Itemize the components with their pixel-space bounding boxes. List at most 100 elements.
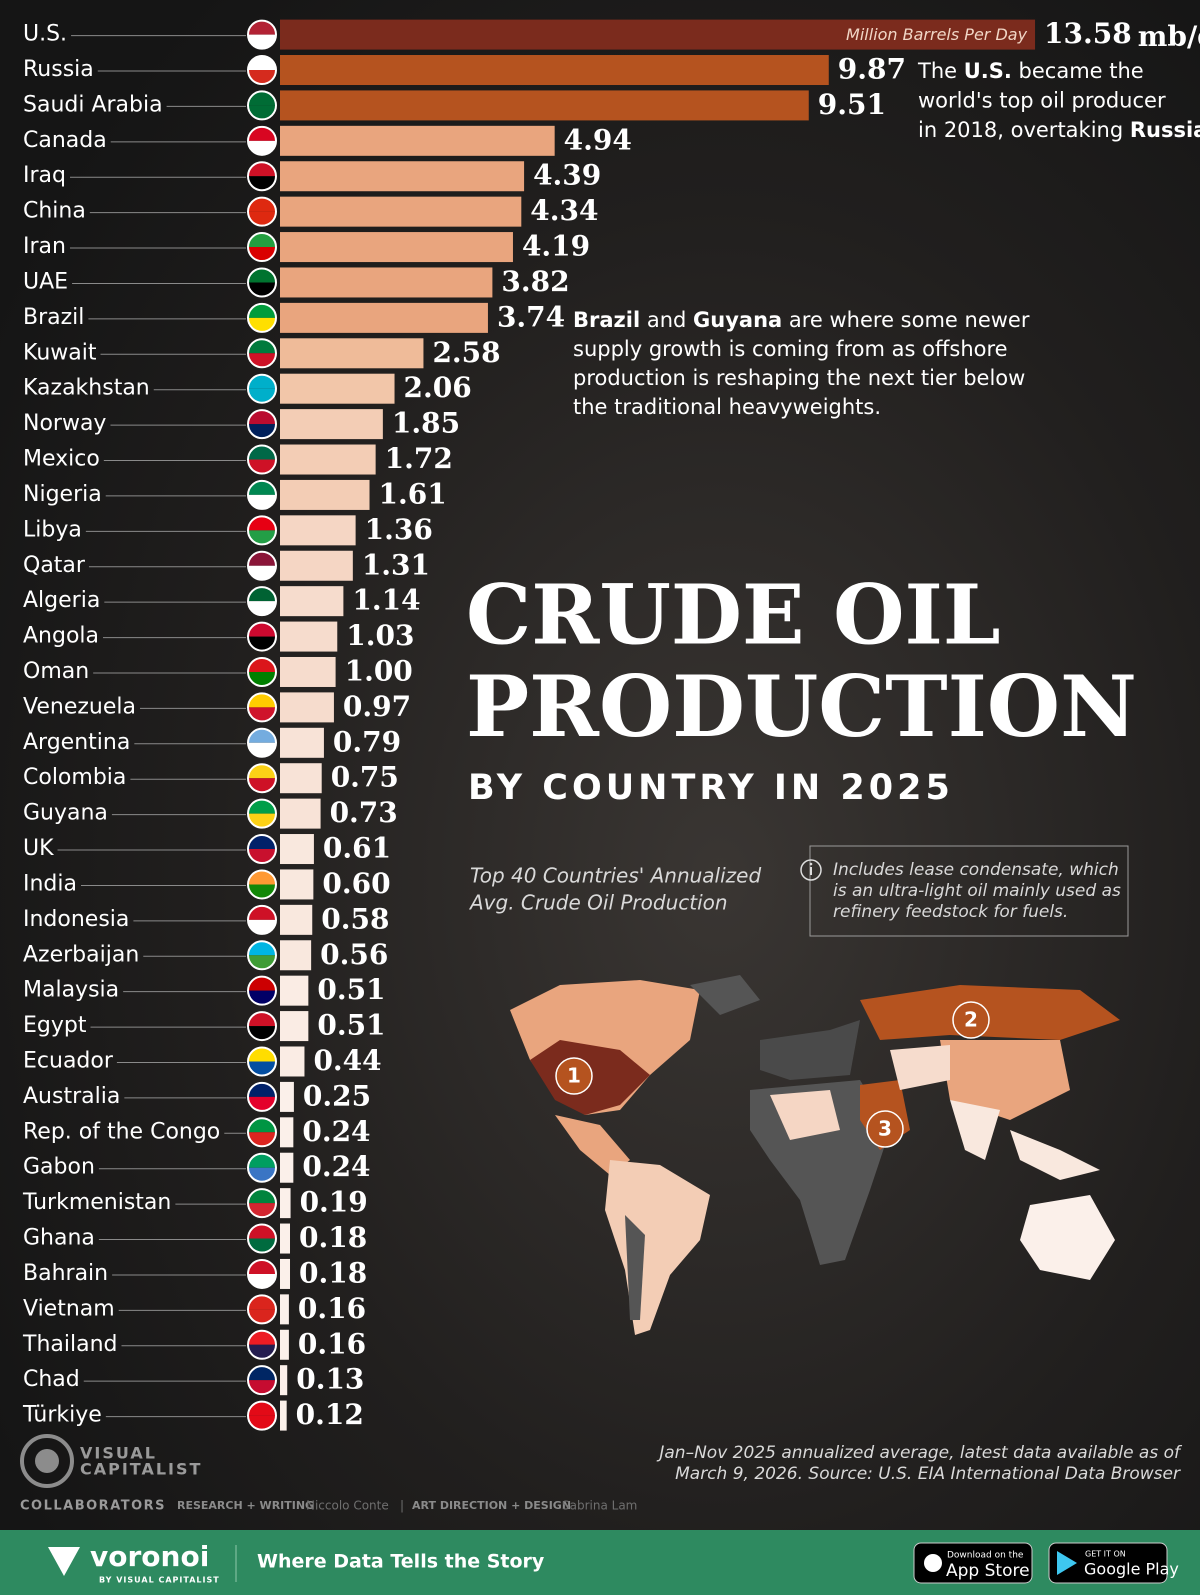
flag <box>248 1273 276 1288</box>
bar <box>280 1400 287 1431</box>
bar <box>280 1152 294 1183</box>
flag <box>248 813 276 828</box>
flag <box>248 268 276 283</box>
flag <box>248 728 276 743</box>
app-store-icon[interactable] <box>924 1554 942 1572</box>
bar <box>280 798 321 829</box>
flag <box>248 1224 276 1239</box>
value-label: 1.61 <box>379 477 447 510</box>
bar <box>280 656 336 687</box>
bar <box>280 515 356 546</box>
value-label: 1.00 <box>345 654 413 687</box>
flag <box>248 126 276 141</box>
bar <box>280 834 314 865</box>
value-label: 0.16 <box>298 1292 366 1325</box>
credit-name: Sabrina Lam <box>562 1499 637 1513</box>
flag <box>248 707 276 722</box>
category-label: Egypt <box>23 1013 87 1038</box>
flag <box>248 919 276 934</box>
category-label: Thailand <box>22 1332 117 1357</box>
flag-border <box>247 161 277 192</box>
bar <box>280 692 334 723</box>
value-label: 13.58 <box>1044 17 1132 50</box>
flag-border <box>247 904 277 935</box>
flag-border <box>247 975 277 1006</box>
value-label: 0.79 <box>333 725 401 758</box>
annotation-run: are where some newer <box>782 308 1030 332</box>
flag-border <box>247 1152 277 1183</box>
bar <box>280 550 353 581</box>
value-label: 0.25 <box>303 1079 371 1112</box>
flag-border <box>247 515 277 546</box>
badge-small[interactable]: Download on the <box>947 1551 1024 1561</box>
bar <box>280 1046 305 1077</box>
flag <box>248 247 276 262</box>
description: Avg. Crude Oil Production <box>468 891 728 915</box>
category-label: Nigeria <box>23 482 102 507</box>
flag-border <box>247 90 277 121</box>
value-label: 0.24 <box>302 1115 370 1148</box>
category-label: Qatar <box>23 553 86 578</box>
flag <box>248 353 276 368</box>
badge-large[interactable]: App Store <box>946 1561 1030 1581</box>
category-label: UAE <box>23 269 68 294</box>
google-play-icon[interactable] <box>1057 1551 1077 1575</box>
flag <box>248 693 276 708</box>
flag <box>248 20 276 35</box>
note: is an ultra-light oil mainly used as <box>833 881 1121 901</box>
badge-small[interactable]: GET IT ON <box>1085 1550 1126 1559</box>
category-label: Malaysia <box>23 978 119 1003</box>
bar <box>280 904 313 935</box>
category-label: Ghana <box>23 1226 95 1251</box>
map-region <box>860 985 1120 1040</box>
flag-border <box>247 19 277 50</box>
google-play-badge[interactable] <box>1048 1542 1168 1584</box>
flag <box>248 282 276 297</box>
value-label: 0.51 <box>317 973 385 1006</box>
app-store-badge[interactable] <box>913 1542 1033 1584</box>
category-label: Norway <box>23 411 106 436</box>
map-region <box>625 1215 645 1320</box>
flag-border <box>247 1117 277 1148</box>
separator: | <box>400 1499 404 1513</box>
category-label: Vietnam <box>23 1296 115 1321</box>
value-label: 2.06 <box>404 371 472 404</box>
badge-large[interactable]: Google Play <box>1084 1560 1179 1579</box>
flag <box>248 303 276 318</box>
world-map: 1 2 3 <box>510 975 1120 1335</box>
bar <box>280 975 309 1006</box>
subtitle: BY COUNTRY IN 2025 <box>468 768 954 808</box>
map-region <box>890 1045 950 1090</box>
category-label: Australia <box>23 1084 120 1109</box>
bar <box>280 373 395 404</box>
flag <box>248 91 276 106</box>
flag <box>248 671 276 686</box>
category-label: UK <box>23 836 54 861</box>
note-box <box>809 845 1129 937</box>
flag <box>248 1096 276 1111</box>
info-icon <box>809 862 813 866</box>
category-label: Russia <box>23 57 94 82</box>
flag <box>248 1167 276 1182</box>
annotation-run: U.S. <box>964 59 1012 83</box>
flag-border <box>247 727 277 758</box>
info-icon <box>800 859 822 881</box>
flag-border <box>247 1011 277 1042</box>
flag <box>248 530 276 545</box>
bar <box>280 338 424 369</box>
flag <box>248 1238 276 1253</box>
footer-brand[interactable]: voronoi <box>90 1540 209 1573</box>
flag <box>248 1295 276 1310</box>
annotation-run: Guyana <box>693 308 782 332</box>
map-region <box>1010 1130 1100 1180</box>
map-region <box>760 1020 860 1080</box>
flag-border <box>247 1258 277 1289</box>
annotation-run: world's top oil producer <box>918 89 1166 113</box>
value-label: 3.74 <box>497 300 565 333</box>
voronoi-logo[interactable] <box>48 1547 80 1576</box>
annotation-run: the traditional heavyweights. <box>573 395 881 419</box>
bar <box>280 869 314 900</box>
flag <box>248 56 276 71</box>
value-label: 3.82 <box>501 265 569 298</box>
credit-label: ART DIRECTION + DESIGN <box>412 1499 571 1512</box>
